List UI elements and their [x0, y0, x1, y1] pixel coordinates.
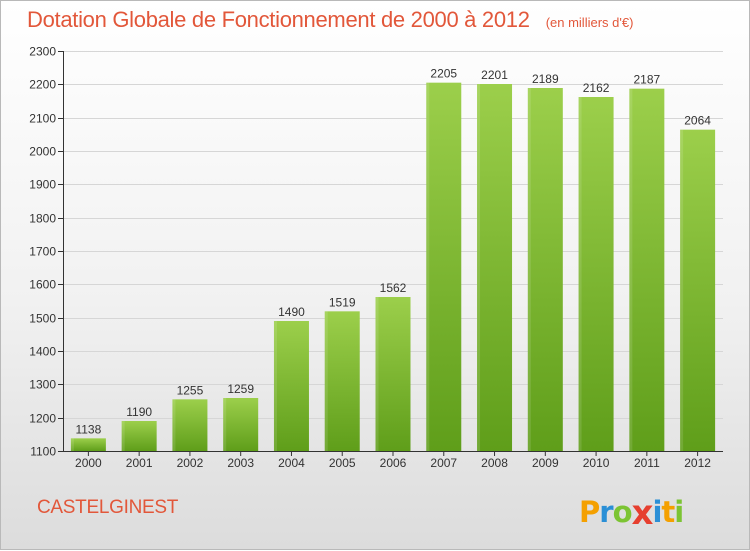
- value-label-2000: 1138: [75, 422, 101, 436]
- y-tick-label: 1200: [29, 412, 56, 426]
- x-tick-label-2011: 2011: [634, 456, 660, 470]
- bar-2003: [223, 398, 259, 451]
- bar-2011: [629, 88, 665, 452]
- bar-highlight: [324, 311, 328, 451]
- x-tick-label-2008: 2008: [481, 456, 508, 470]
- bar-highlight: [578, 97, 582, 451]
- logo-letter: i: [674, 495, 684, 529]
- y-tick-label: 1400: [29, 345, 56, 359]
- y-tick-label: 1100: [30, 445, 56, 459]
- axes: [58, 51, 723, 456]
- x-tick-label-2007: 2007: [430, 456, 457, 470]
- bar-2004: [273, 321, 309, 451]
- bar-highlight: [680, 129, 684, 451]
- y-tick-label: 1700: [29, 245, 56, 259]
- y-tick-label: 2000: [29, 145, 56, 159]
- value-label-2012: 2064: [684, 114, 711, 128]
- x-tick-label-2004: 2004: [278, 456, 305, 470]
- x-tick-label-2005: 2005: [329, 456, 356, 470]
- y-tick-label: 1500: [29, 312, 56, 326]
- value-label-2001: 1190: [126, 405, 152, 419]
- logo-letter: i: [652, 495, 662, 529]
- logo-letter: P: [579, 495, 600, 529]
- proxiti-logo: Proxiti: [579, 491, 684, 533]
- y-tick-label: 1900: [29, 178, 56, 192]
- x-tick-label-2010: 2010: [583, 456, 610, 470]
- y-tick-label: 2300: [29, 45, 56, 59]
- logo-letter: r: [599, 495, 613, 529]
- bar-2005: [324, 311, 360, 451]
- x-tick-label-2006: 2006: [380, 456, 407, 470]
- bar-2002: [172, 399, 208, 451]
- x-tick-label-2012: 2012: [684, 456, 711, 470]
- bar-2000: [70, 438, 106, 451]
- bar-2009: [527, 88, 563, 451]
- y-tick-label: 2200: [29, 78, 56, 92]
- value-label-2008: 2201: [481, 68, 508, 82]
- x-tick-label-2003: 2003: [227, 456, 254, 470]
- bar-highlight: [273, 321, 277, 451]
- logo-letter: o: [612, 495, 633, 529]
- bar-highlight: [70, 438, 74, 451]
- bar-highlight: [629, 88, 633, 452]
- logo-letter: t: [661, 495, 675, 529]
- x-tick-label-2009: 2009: [532, 456, 559, 470]
- bar-2012: [680, 129, 716, 451]
- bar-highlight: [223, 398, 227, 451]
- y-tick-label: 1600: [29, 278, 56, 292]
- bar-highlight: [375, 297, 379, 451]
- bar-highlight: [121, 421, 125, 451]
- bar-2006: [375, 297, 411, 451]
- value-label-2007: 2205: [430, 67, 457, 81]
- value-label-2009: 2189: [532, 72, 559, 86]
- bar-highlight: [426, 82, 430, 452]
- chart-title: Dotation Globale de Fonctionnement de 20…: [27, 7, 530, 32]
- bar-2007: [426, 82, 462, 452]
- value-label-2006: 1562: [380, 281, 407, 295]
- value-label-2004: 1490: [278, 305, 305, 319]
- labels: 1100 1200 1300 1400 1500 1600 1700 1800 1900 2000…: [29, 45, 711, 471]
- y-tick-label: 1800: [29, 212, 56, 226]
- value-label-2003: 1259: [227, 382, 254, 396]
- value-label-2011: 2187: [633, 73, 660, 87]
- x-tick-label-2002: 2002: [177, 456, 204, 470]
- commune-name: CASTELGINEST: [37, 497, 179, 518]
- bar-highlight: [172, 399, 176, 451]
- bar-highlight: [527, 88, 531, 451]
- title-row: Dotation Globale de Fonctionnement de 20…: [27, 7, 633, 33]
- y-tick-label: 2100: [29, 112, 56, 126]
- x-tick-label-2001: 2001: [126, 456, 153, 470]
- value-label-2002: 1255: [177, 383, 204, 397]
- value-label-2005: 1519: [329, 295, 356, 309]
- value-label-2010: 2162: [583, 81, 610, 95]
- bars: [70, 82, 716, 452]
- y-tick-label: 1300: [29, 378, 56, 392]
- logo-letter: x: [631, 493, 654, 533]
- chart-unit: (en milliers d'€): [545, 15, 634, 30]
- bar-highlight: [477, 84, 481, 451]
- bar-2008: [477, 84, 513, 451]
- x-tick-label-2000: 2000: [75, 456, 102, 470]
- bar-2001: [121, 421, 157, 451]
- bar-2010: [578, 97, 614, 451]
